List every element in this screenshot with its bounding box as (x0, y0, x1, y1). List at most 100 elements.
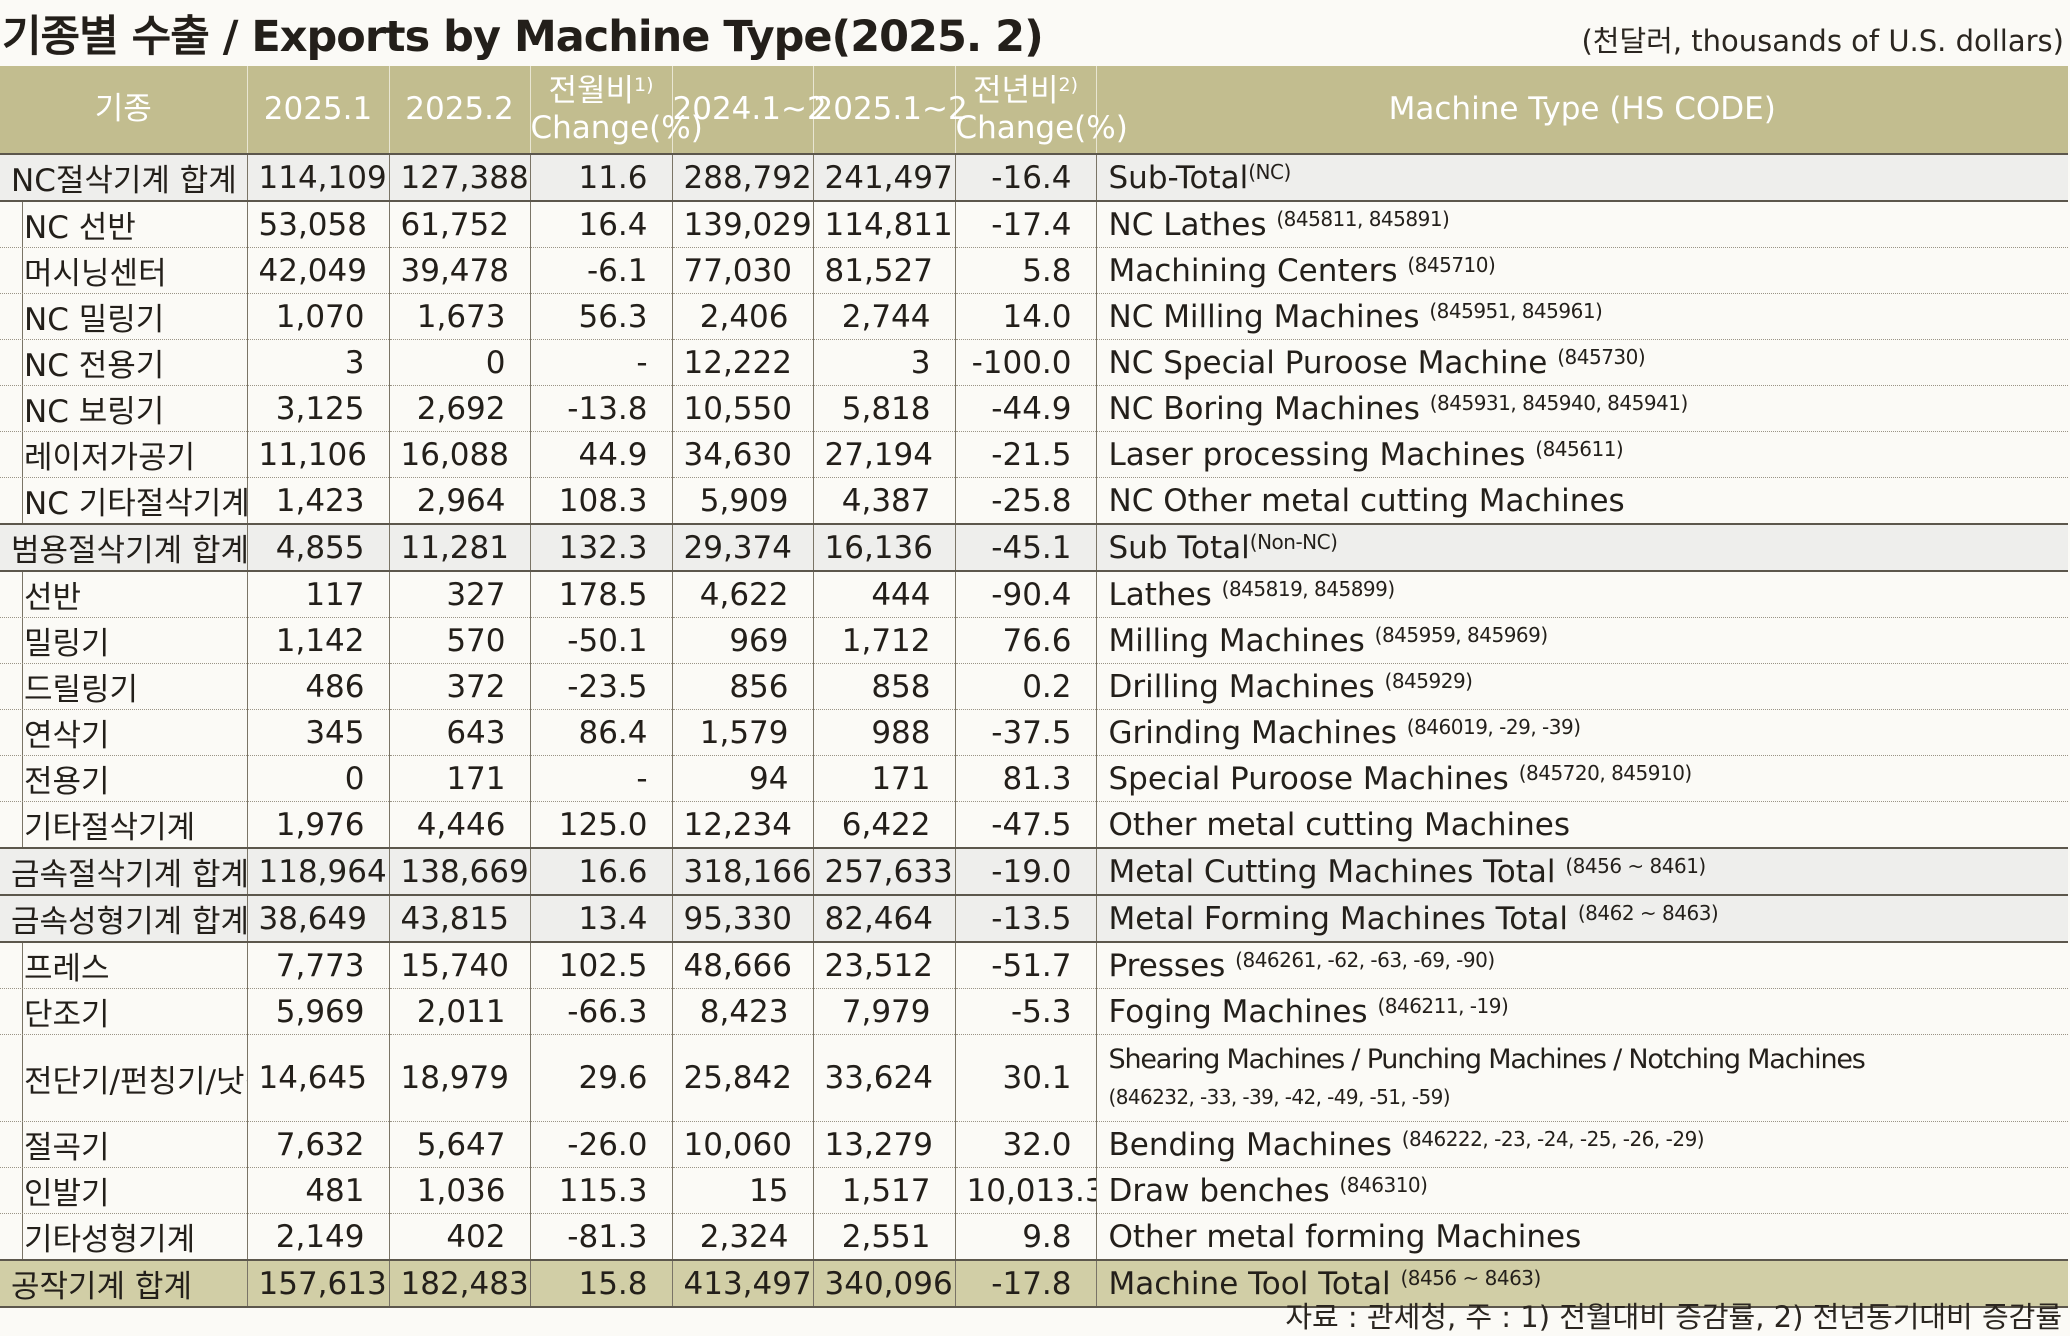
machine-type-cell: Metal Cutting Machines Total (8456 ~ 846… (1095, 847, 2068, 896)
col-mom: 전월비1) Change(%) (529, 66, 703, 154)
cell-yoy: -17.8 (954, 1259, 1096, 1308)
cell-yoy: -45.1 (954, 523, 1096, 572)
cell-prev: 5,909 (671, 477, 813, 525)
machine-type-name: Metal Forming Machines Total (1108, 900, 1578, 937)
cell-yoy: -19.0 (954, 847, 1096, 896)
cell-m2: 61,752 (388, 201, 530, 248)
cell-mom: 56.3 (529, 293, 672, 340)
cell-m1: 1,070 (246, 293, 389, 340)
row-label: NC 보링기 (0, 385, 247, 432)
cell-mom: 86.4 (529, 709, 672, 756)
cell-prev: 2,324 (671, 1213, 813, 1261)
cell-curr: 1,712 (812, 617, 955, 664)
cell-yoy: -17.4 (954, 201, 1096, 248)
cell-m1: 53,058 (246, 201, 389, 248)
table-row: 레이저가공기 11,106 16,088 44.9 34,630 27,194 -21.5 L… (0, 431, 2068, 478)
cell-yoy: -5.3 (954, 988, 1096, 1035)
cell-mom: -50.1 (529, 617, 672, 664)
cell-m2: 0 (388, 339, 530, 386)
cell-prev: 856 (671, 663, 813, 710)
row-label: 단조기 (0, 988, 247, 1035)
cell-curr: 241,497 (812, 153, 955, 202)
table-row: NC 보링기 3,125 2,692 -13.8 10,550 5,818 -44.9 NC … (0, 385, 2068, 432)
col-mom-ko: 전월비 (548, 72, 635, 109)
machine-type-cell: NC Lathes (845811, 845891) (1095, 201, 2068, 248)
cell-m1: 0 (246, 755, 389, 802)
cell-curr: 5,818 (812, 385, 955, 432)
machine-type-name: Special Puroose Machines (1108, 760, 1519, 797)
col-yoy: 전년비2) Change(%) (954, 66, 1128, 154)
cell-yoy: 32.0 (954, 1121, 1096, 1168)
machine-type-cell: Presses (846261, -62, -63, -69, -90) (1095, 942, 2068, 989)
cell-m1: 481 (246, 1167, 389, 1214)
cell-curr: 16,136 (812, 523, 955, 572)
cell-m2: 39,478 (388, 247, 530, 294)
hs-code: (845819, 845899) (1221, 576, 1396, 601)
cell-curr: 27,194 (812, 431, 955, 478)
machine-type-name: NC Milling Machines (1108, 298, 1430, 335)
cell-yoy: -47.5 (954, 801, 1096, 849)
row-label: 연삭기 (0, 709, 247, 756)
machine-type-cell: Other metal cutting Machines (1095, 801, 2068, 849)
cell-m1: 4,855 (246, 523, 389, 572)
cell-prev: 10,060 (671, 1121, 813, 1168)
cell-m2: 182,483 (388, 1259, 530, 1308)
cell-m1: 1,423 (246, 477, 389, 525)
machine-type-name: Foging Machines (1108, 993, 1378, 1030)
cell-yoy: -37.5 (954, 709, 1096, 756)
cell-mom: 44.9 (529, 431, 672, 478)
machine-type-name: Machining Centers (1108, 252, 1408, 289)
table-row: 기타성형기계 2,149 402 -81.3 2,324 2,551 9.8 Other me… (0, 1213, 2068, 1261)
col-2025-1: 2025.1 (246, 66, 389, 154)
machine-type-name: Draw benches (1108, 1172, 1340, 1209)
row-label: 밀링기 (0, 617, 247, 664)
machine-type-cell: Grinding Machines (846019, -29, -39) (1095, 709, 2068, 756)
row-label: 머시닝센터 (0, 247, 247, 294)
row-label: 선반 (0, 571, 247, 618)
cell-curr: 2,744 (812, 293, 955, 340)
table-row: 밀링기 1,142 570 -50.1 969 1,712 76.6 Milling Mach… (0, 617, 2068, 664)
machine-type-name: Bending Machines (1108, 1126, 1402, 1163)
cell-m2: 171 (388, 755, 530, 802)
hs-code: (846019, -29, -39) (1406, 714, 1581, 739)
cell-yoy: 14.0 (954, 293, 1096, 340)
cell-mom: 29.6 (529, 1034, 672, 1122)
machine-type-cell: Laser processing Machines (845611) (1095, 431, 2068, 478)
hs-code: (845931, 845940, 845941) (1429, 390, 1689, 415)
cell-mom: 125.0 (529, 801, 672, 849)
row-label: NC 전용기 (0, 339, 247, 386)
hs-code: (846261, -62, -63, -69, -90) (1235, 947, 1495, 972)
hs-code: (8462 ~ 8463) (1577, 900, 1719, 925)
cell-mom: 132.3 (529, 523, 672, 572)
machine-type-name: Laser processing Machines (1108, 436, 1536, 473)
machine-type-name: Grinding Machines (1108, 714, 1407, 751)
hs-code: (845611) (1535, 436, 1624, 461)
col-2025-1-2: 2025.1~2 (812, 66, 968, 154)
cell-mom: 115.3 (529, 1167, 672, 1214)
cell-yoy: 0.2 (954, 663, 1096, 710)
cell-prev: 288,792 (671, 153, 813, 202)
cell-m2: 570 (388, 617, 530, 664)
cell-prev: 4,622 (671, 571, 813, 618)
cell-curr: 2,551 (812, 1213, 955, 1261)
cell-m2: 15,740 (388, 942, 530, 989)
table-body: NC절삭기계 합계 114,109 127,388 11.6 288,792 241,49… (0, 153, 2068, 1308)
table-row: 프레스 7,773 15,740 102.5 48,666 23,512 -51.7 Pres… (0, 942, 2068, 989)
row-label: NC 선반 (0, 201, 247, 248)
cell-m1: 5,969 (246, 988, 389, 1035)
machine-type-name: Sub Total (1108, 529, 1250, 566)
hs-code: (845929) (1384, 668, 1473, 693)
cell-m1: 11,106 (246, 431, 389, 478)
cell-yoy: 10,013.3 (954, 1167, 1096, 1214)
cell-prev: 77,030 (671, 247, 813, 294)
cell-prev: 95,330 (671, 894, 813, 943)
cell-mom: -23.5 (529, 663, 672, 710)
cell-yoy: 81.3 (954, 755, 1096, 802)
machine-type-cell: Machine Tool Total (8456 ~ 8463) (1095, 1259, 2068, 1308)
cell-yoy: -44.9 (954, 385, 1096, 432)
machine-type-cell: Drilling Machines (845929) (1095, 663, 2068, 710)
cell-mom: - (529, 339, 672, 386)
cell-curr: 23,512 (812, 942, 955, 989)
row-label: 절곡기 (0, 1121, 247, 1168)
cell-m2: 4,446 (388, 801, 530, 849)
